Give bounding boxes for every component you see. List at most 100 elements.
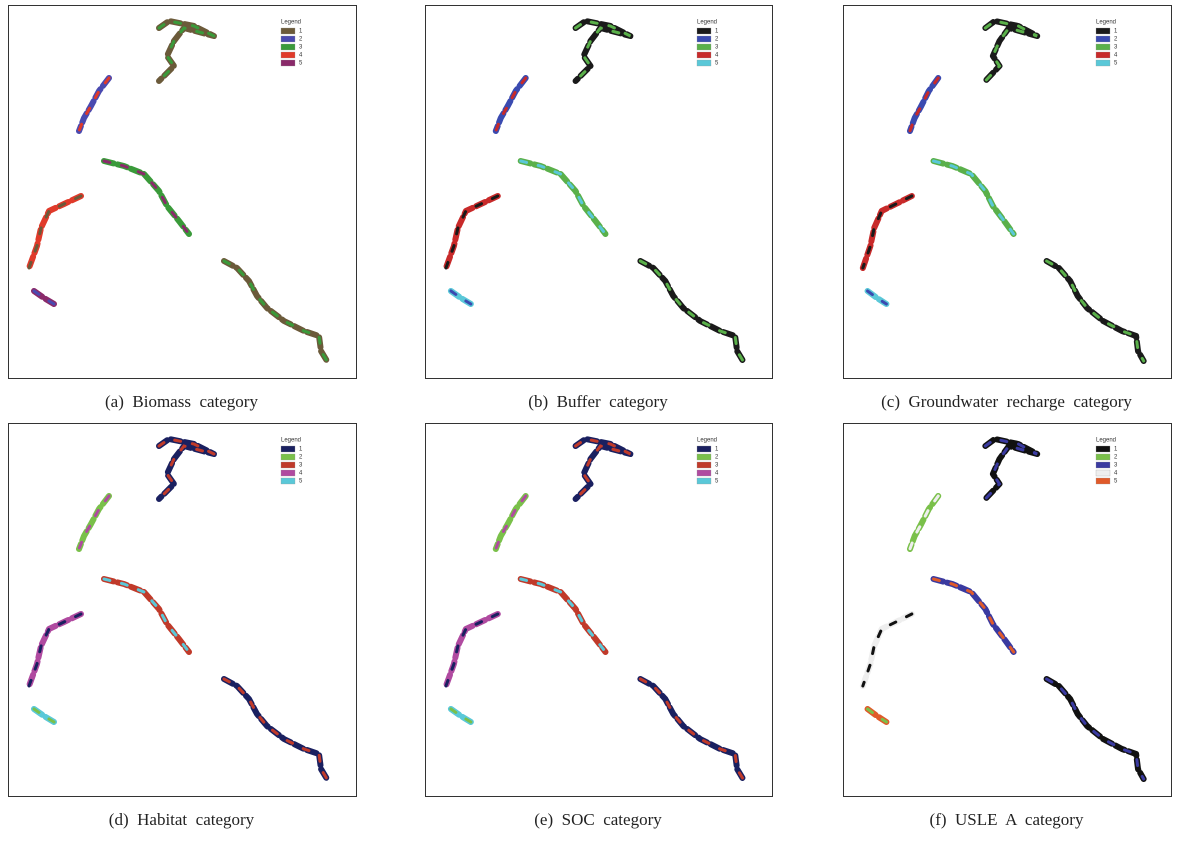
river-segment: [157, 19, 215, 83]
map: Legend 1 2 3 4 5: [8, 423, 357, 797]
legend-label: 4: [715, 53, 719, 59]
legend-swatch: [1095, 51, 1111, 59]
river-segment: [1043, 676, 1147, 782]
river-segment: [102, 159, 191, 236]
river-segment: [866, 707, 888, 724]
river-segment: [859, 193, 915, 271]
river-segment: [449, 289, 473, 306]
river-segment: [932, 577, 1016, 654]
river-segment: [982, 18, 1041, 84]
river-segment: [27, 612, 83, 688]
legend-label: 3: [1114, 463, 1118, 469]
map: Legend 1 2 3 4 5: [843, 423, 1172, 797]
river-segment: [932, 159, 1016, 236]
river-segment: [26, 611, 84, 689]
river-segment: [983, 19, 1038, 83]
legend-swatch: [1095, 445, 1111, 453]
caption: (b) Buffer category: [528, 392, 668, 411]
legend-label: 1: [1114, 447, 1118, 453]
river-segment: [930, 576, 1017, 655]
legend-label: 2: [1114, 455, 1118, 461]
river-segment: [866, 289, 888, 306]
legend-swatch: [1095, 469, 1111, 477]
river-segment: [1045, 259, 1146, 363]
caption: (f) USLE A category: [929, 810, 1084, 829]
legend-swatch: [280, 453, 296, 461]
map-panel: Legend 1 2 3 4 5 (e) SOC category: [425, 423, 773, 829]
legend-label: 5: [299, 479, 303, 485]
river-segment: [157, 437, 215, 501]
river-segment: [517, 576, 609, 655]
legend-swatch: [280, 477, 296, 485]
legend-title: Legend: [697, 438, 717, 444]
river-segment: [859, 611, 915, 689]
caption: (a) Biomass category: [105, 392, 258, 411]
legend-swatch: [280, 43, 296, 51]
legend-label: 5: [1114, 479, 1118, 485]
legend-title: Legend: [1096, 20, 1116, 26]
legend-swatch: [696, 59, 712, 67]
legend-label: 2: [715, 455, 719, 461]
legend-swatch: [280, 445, 296, 453]
legend-label: 5: [715, 61, 719, 67]
river-segment: [32, 289, 56, 306]
legend-swatch: [696, 461, 712, 469]
legend-swatch: [280, 469, 296, 477]
river-segment: [444, 612, 500, 688]
river-segment: [221, 676, 330, 782]
river-segment: [101, 576, 192, 655]
legend-swatch: [1095, 43, 1111, 51]
legend-swatch: [696, 51, 712, 59]
legend-label: 3: [299, 45, 303, 51]
river-segment: [983, 437, 1038, 501]
river-segment: [442, 193, 501, 271]
legend-swatch: [1095, 461, 1111, 469]
river-segment: [906, 75, 942, 134]
map-panel: Legend 1 2 3 4 5 (a) Biomass category: [8, 5, 357, 411]
river-segment: [222, 677, 329, 781]
river-segment: [861, 194, 914, 270]
caption: (e) SOC category: [534, 810, 662, 829]
map: Legend 1 2 3 4 5: [425, 5, 773, 379]
legend-label: 1: [715, 447, 719, 453]
legend-label: 4: [299, 53, 303, 59]
river-segment: [222, 259, 329, 363]
legend-title: Legend: [281, 20, 301, 26]
legend-swatch: [1095, 35, 1111, 43]
legend-label: 2: [715, 37, 719, 43]
legend-swatch: [280, 35, 296, 43]
river-segment: [519, 159, 607, 236]
legend-swatch: [280, 59, 296, 67]
legend-label: 5: [1114, 61, 1118, 67]
map-panel: Legend 1 2 3 4 5 (b) Buffer category: [425, 5, 773, 411]
legend-swatch: [1095, 453, 1111, 461]
map-panel: Legend 1 2 3 4 5 (d) Habitat category: [8, 423, 357, 829]
river-segment: [574, 19, 632, 83]
legend-swatch: [696, 445, 712, 453]
river-segment: [519, 577, 607, 654]
legend-label: 4: [1114, 471, 1118, 477]
river-segment: [906, 493, 942, 552]
legend-swatch: [1095, 27, 1111, 35]
legend-label: 3: [715, 45, 719, 51]
river-segment: [861, 612, 914, 688]
legend-title: Legend: [697, 20, 717, 26]
legend-label: 3: [1114, 45, 1118, 51]
legend-label: 3: [715, 463, 719, 469]
river-segment: [442, 611, 501, 689]
legend-label: 2: [299, 37, 303, 43]
river-segment: [27, 194, 83, 270]
legend-swatch: [696, 453, 712, 461]
river-segment: [449, 707, 473, 724]
map: Legend 1 2 3 4 5: [843, 5, 1172, 379]
river-segment: [982, 436, 1041, 502]
legend-swatch: [696, 477, 712, 485]
legend-swatch: [696, 469, 712, 477]
river-segment: [102, 577, 191, 654]
map-panel: Legend 1 2 3 4 5 (f) USLE A category: [843, 423, 1172, 829]
river-segment: [32, 707, 56, 724]
legend-swatch: [280, 461, 296, 469]
river-segment: [492, 493, 529, 552]
river-segment: [1045, 677, 1146, 781]
